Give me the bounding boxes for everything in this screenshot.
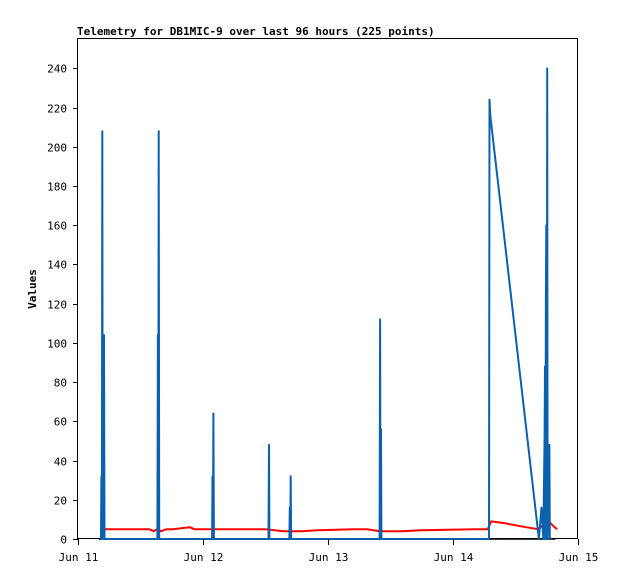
y-tick-label-5: 100 bbox=[47, 338, 67, 351]
chart-title: Telemetry for DB1MIC-9 over last 96 hour… bbox=[77, 25, 435, 38]
y-tick-label-1: 20 bbox=[54, 495, 67, 508]
x-tick-label-2: Jun 13 bbox=[309, 551, 349, 564]
y-tick-label-0: 0 bbox=[60, 534, 67, 547]
y-axis-label: Values bbox=[26, 269, 39, 309]
y-tick-label-4: 80 bbox=[54, 377, 67, 390]
plot-frame bbox=[77, 38, 578, 539]
x-tick-label-0: Jun 11 bbox=[59, 551, 99, 564]
y-tick-label-10: 200 bbox=[47, 142, 67, 155]
y-tick-label-11: 220 bbox=[47, 103, 67, 116]
y-tick-label-8: 160 bbox=[47, 220, 67, 233]
x-tick-label-4: Jun 15 bbox=[559, 551, 599, 564]
y-tick-label-6: 120 bbox=[47, 299, 67, 312]
y-tick-label-12: 240 bbox=[47, 63, 67, 76]
y-tick-label-3: 60 bbox=[54, 416, 67, 429]
series-line-1 bbox=[100, 520, 558, 533]
x-tick-label-1: Jun 12 bbox=[184, 551, 224, 564]
x-axis: Jun 11 Jun 12 Jun 13 Jun 14 Jun 15 bbox=[59, 539, 599, 564]
y-tick-label-7: 140 bbox=[47, 259, 67, 272]
y-tick-label-9: 180 bbox=[47, 181, 67, 194]
y-axis: 0 20 40 60 80 100 120 140 160 180 200 220 240 bbox=[47, 63, 78, 547]
y-tick-label-2: 40 bbox=[54, 456, 67, 469]
x-tick-label-3: Jun 14 bbox=[434, 551, 474, 564]
series-line-2 bbox=[100, 67, 551, 540]
series-layer bbox=[98, 67, 558, 540]
